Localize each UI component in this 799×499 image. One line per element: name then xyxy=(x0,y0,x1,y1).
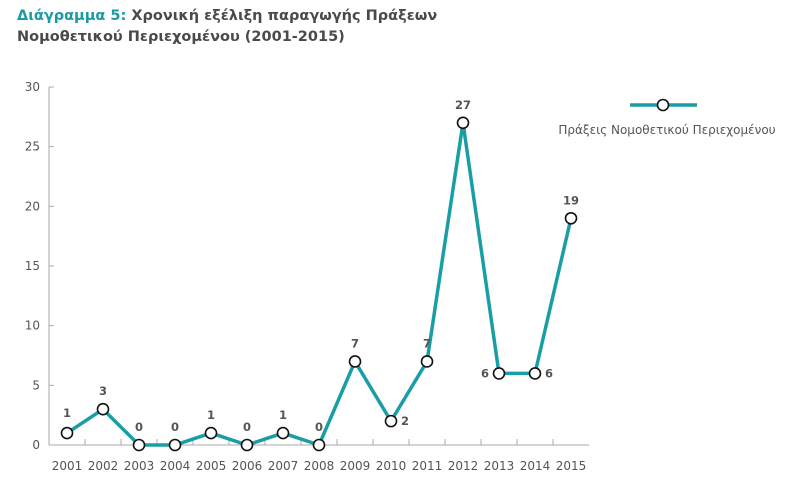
data-point xyxy=(240,438,254,452)
chart-title: Διάγραμμα 5: Χρονική εξέλιξη παραγωγής Π… xyxy=(17,6,537,48)
data-label: 7 xyxy=(351,336,359,350)
legend-marker xyxy=(656,98,670,112)
data-point xyxy=(132,438,146,452)
data-label: 3 xyxy=(99,384,107,398)
x-tick-label: 2011 xyxy=(412,459,443,473)
data-point xyxy=(384,414,398,428)
data-point xyxy=(528,367,542,380)
x-tick-label: 2001 xyxy=(52,459,83,473)
y-tick-label: 30 xyxy=(25,80,40,94)
data-point xyxy=(204,426,218,440)
data-point xyxy=(312,438,326,452)
x-tick-label: 2004 xyxy=(160,459,191,473)
data-label: 6 xyxy=(545,366,553,380)
x-tick-label: 2009 xyxy=(340,459,371,473)
data-point xyxy=(456,116,470,130)
data-point xyxy=(348,355,362,368)
data-point xyxy=(420,355,434,368)
y-tick-label: 0 xyxy=(32,438,40,452)
x-tick-label: 2003 xyxy=(124,459,155,473)
y-tick-label: 5 xyxy=(32,378,40,392)
x-tick-label: 2007 xyxy=(268,459,299,473)
data-label: 1 xyxy=(279,408,287,422)
data-point xyxy=(564,211,578,225)
y-tick-label: 15 xyxy=(25,259,40,273)
data-label: 7 xyxy=(423,336,431,350)
data-label: 0 xyxy=(315,420,323,434)
x-tick-label: 2002 xyxy=(88,459,119,473)
series-line xyxy=(66,121,573,447)
x-tick-label: 2012 xyxy=(448,459,479,473)
x-tick-label: 2010 xyxy=(376,459,407,473)
data-point xyxy=(492,367,506,380)
legend-label: Πράξεις Νομοθετικού Περιεχομένου xyxy=(558,123,775,137)
data-label: 6 xyxy=(481,366,489,380)
x-tick-label: 2005 xyxy=(196,459,227,473)
data-label: 19 xyxy=(563,193,579,207)
y-tick-label: 20 xyxy=(25,199,40,213)
data-label: 1 xyxy=(207,408,215,422)
x-tick-label: 2008 xyxy=(304,459,335,473)
data-point xyxy=(168,438,182,452)
chart-title-lead: Διάγραμμα 5: xyxy=(17,8,127,24)
data-point xyxy=(96,402,110,416)
y-tick-label: 25 xyxy=(25,140,40,154)
data-label: 0 xyxy=(135,420,143,434)
data-label: 0 xyxy=(243,420,251,434)
data-label: 27 xyxy=(455,98,471,112)
y-tick-label: 10 xyxy=(25,319,40,333)
data-label: 0 xyxy=(171,420,179,434)
data-label: 2 xyxy=(401,414,409,428)
x-tick-label: 2015 xyxy=(556,459,587,473)
x-tick-label: 2006 xyxy=(232,459,263,473)
chart-title-text: Χρονική εξέλιξη παραγωγής Πράξεων Νομοθε… xyxy=(17,8,438,45)
data-point xyxy=(60,426,74,440)
x-tick-label: 2013 xyxy=(484,459,515,473)
x-tick-label: 2014 xyxy=(520,459,551,473)
data-point xyxy=(276,426,290,440)
data-label: 1 xyxy=(63,406,71,420)
